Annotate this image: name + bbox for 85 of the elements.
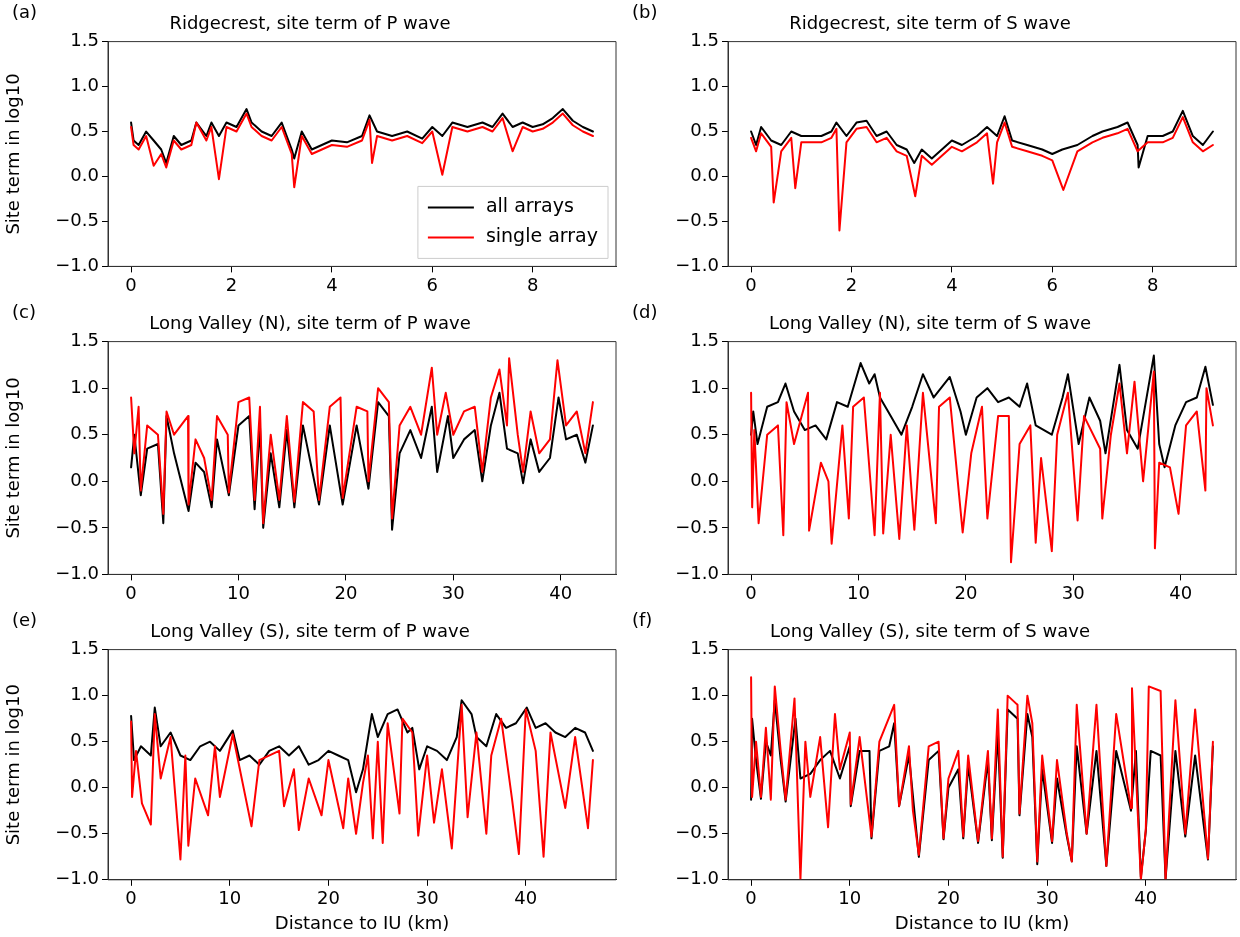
y-axis-title: Site term in log10 (2, 684, 24, 846)
chart-title: Ridgecrest, site term of P wave (169, 12, 451, 34)
x-tick-label: 10 (838, 887, 862, 909)
x-axis-title: Distance to IU (km) (894, 911, 1070, 933)
y-tick-label: 1.5 (70, 637, 99, 659)
y-tick-label: 1.0 (690, 683, 719, 705)
y-tick-label: 1.0 (690, 375, 719, 397)
y-tick-label: 0.5 (70, 119, 99, 141)
text: (c) (12, 300, 36, 322)
x-tick-label: 6 (426, 273, 438, 295)
y-tick-label: −1.0 (675, 867, 719, 889)
y-tick-label: 0.0 (690, 775, 719, 797)
text: (f) (632, 608, 653, 630)
y-tick-label: 0.0 (70, 775, 99, 797)
x-tick-label: 2 (845, 273, 858, 295)
chart-title: Long Valley (S), site term of P wave (150, 620, 470, 642)
y-tick-label: 1.5 (690, 637, 719, 659)
x-tick-label: 4 (326, 273, 338, 295)
y-tick-label: 0.0 (690, 164, 719, 186)
y-tick-label: 0.0 (70, 164, 99, 186)
x-tick-label: 10 (218, 887, 242, 909)
y-tick-label: −0.5 (675, 515, 719, 537)
y-tick-label: −1.0 (675, 562, 719, 584)
y-tick-label: −1.0 (55, 254, 99, 276)
y-tick-label: 1.5 (690, 329, 719, 351)
chart-title: Long Valley (S), site term of S wave (770, 620, 1090, 642)
x-axis-title: Distance to IU (km) (274, 911, 450, 933)
text: (d) (632, 300, 658, 322)
y-tick-label: 0.5 (70, 422, 99, 444)
y-tick-label: 1.5 (70, 29, 99, 51)
x-tick-label: 20 (954, 581, 978, 603)
y-tick-label: −0.5 (675, 209, 719, 231)
x-tick-label: 30 (1061, 581, 1085, 603)
legend-label: all arrays (485, 194, 574, 217)
x-tick-label: 40 (514, 887, 538, 909)
x-tick-label: 8 (1146, 273, 1159, 295)
chart-title: Ridgecrest, site term of S wave (789, 12, 1071, 34)
x-tick-label: 0 (745, 581, 757, 603)
x-tick-label: 0 (125, 273, 137, 295)
x-tick-label: 30 (441, 581, 465, 603)
y-tick-label: −0.5 (55, 515, 99, 537)
y-tick-label: 1.5 (690, 29, 719, 51)
x-tick-label: 0 (125, 581, 137, 603)
x-tick-label: 0 (745, 273, 757, 295)
x-tick-label: 40 (1134, 887, 1158, 909)
y-tick-label: 0.5 (690, 729, 719, 751)
y-tick-label: −0.5 (55, 209, 99, 231)
x-tick-label: 4 (946, 273, 958, 295)
y-tick-label: 0.5 (70, 729, 99, 751)
y-tick-label: 1.0 (70, 683, 99, 705)
x-tick-label: 40 (549, 581, 573, 603)
x-tick-label: 10 (847, 581, 870, 603)
chart-title: Long Valley (N), site term of S wave (768, 312, 1092, 334)
x-tick-label: 20 (317, 887, 340, 909)
chart-title: Long Valley (N), site term of P wave (149, 312, 471, 334)
x-tick-label: 6 (1046, 273, 1058, 295)
y-axis-title: Site term in log10 (2, 73, 24, 235)
y-tick-label: 1.5 (70, 329, 99, 351)
x-tick-label: 20 (937, 887, 960, 909)
y-tick-label: −0.5 (675, 821, 719, 843)
y-tick-label: 0.5 (690, 119, 719, 141)
y-tick-label: −1.0 (55, 867, 99, 889)
text: (a) (12, 0, 38, 22)
y-tick-label: −1.0 (55, 562, 99, 584)
y-tick-label: 0.0 (690, 468, 719, 490)
x-tick-label: 20 (334, 581, 358, 603)
y-tick-label: 1.0 (70, 74, 99, 96)
y-tick-label: 1.0 (690, 74, 719, 96)
y-tick-label: 1.0 (70, 375, 99, 397)
text: (b) (632, 0, 658, 22)
y-tick-label: −0.5 (55, 821, 99, 843)
text: (e) (12, 608, 38, 630)
x-tick-label: 0 (125, 887, 137, 909)
x-tick-label: 40 (1169, 581, 1193, 603)
legend-label: single array (485, 224, 598, 247)
x-tick-label: 10 (227, 581, 250, 603)
x-tick-label: 30 (415, 887, 439, 909)
x-tick-label: 30 (1035, 887, 1059, 909)
x-tick-label: 0 (745, 887, 757, 909)
y-tick-label: −1.0 (675, 254, 719, 276)
x-tick-label: 8 (526, 273, 539, 295)
x-tick-label: 2 (225, 273, 238, 295)
y-axis-title: Site term in log10 (2, 377, 24, 539)
y-tick-label: 0.5 (690, 422, 719, 444)
y-tick-label: 0.0 (70, 468, 99, 490)
